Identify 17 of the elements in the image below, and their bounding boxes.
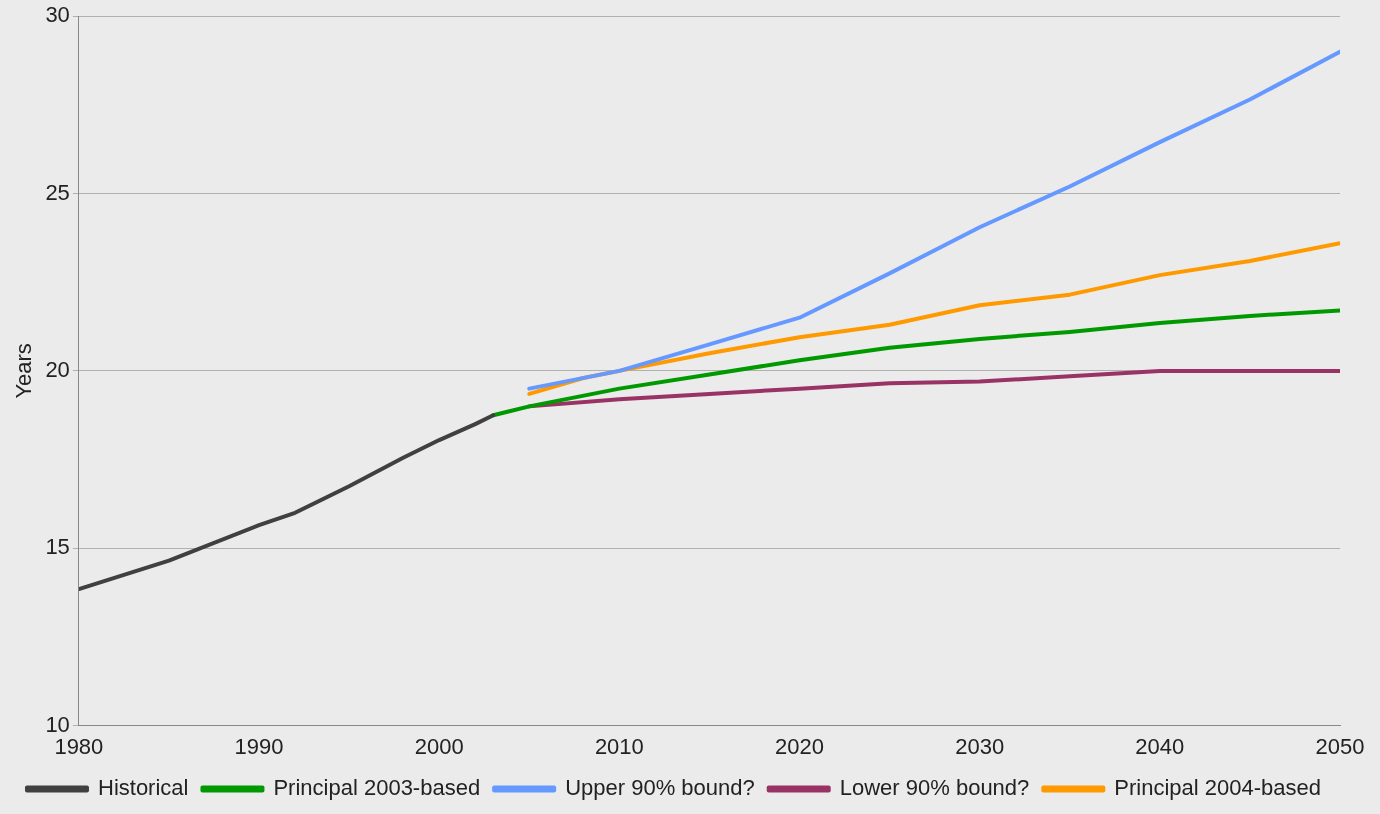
y-tick-label: 30 (45, 2, 70, 28)
y-tick-label: 20 (45, 356, 70, 382)
legend-label: Historical (97, 775, 189, 801)
y-axis-title: Years (11, 343, 37, 399)
y-tick-label: 15 (45, 534, 70, 560)
legend-label: Principal 2004-based (1114, 775, 1322, 801)
x-tick-label: 2020 (775, 733, 824, 759)
x-tick-label: 2010 (594, 733, 644, 759)
legend-label: Upper 90% bound? (565, 775, 755, 801)
x-tick-label: 2030 (955, 733, 1005, 759)
x-tick-label: 2000 (414, 733, 464, 759)
y-tick-label: 25 (45, 179, 70, 205)
legend-label: Principal 2003-based (273, 775, 481, 801)
x-tick-label: 2050 (1315, 733, 1365, 759)
legend-label: Lower 90% bound? (839, 775, 1030, 801)
x-tick-label: 1990 (234, 733, 284, 759)
x-tick-label: 2040 (1135, 733, 1185, 759)
